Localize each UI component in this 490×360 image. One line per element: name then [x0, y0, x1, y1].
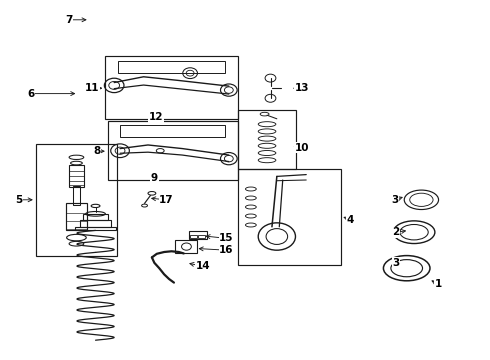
Bar — [80, 220, 111, 227]
Bar — [105, 56, 238, 119]
Text: 3: 3 — [392, 258, 399, 268]
Bar — [75, 227, 116, 230]
Text: 16: 16 — [219, 245, 234, 255]
Bar — [69, 165, 84, 187]
Bar — [190, 235, 197, 238]
Text: 6: 6 — [27, 89, 34, 99]
Text: 13: 13 — [295, 83, 310, 93]
Bar — [66, 203, 87, 230]
Bar — [198, 235, 205, 238]
Bar — [73, 186, 80, 205]
Text: 11: 11 — [85, 83, 99, 93]
Text: 17: 17 — [159, 195, 174, 205]
Text: 7: 7 — [65, 15, 73, 25]
Text: 12: 12 — [148, 112, 163, 122]
Text: 15: 15 — [219, 233, 234, 243]
Text: 4: 4 — [346, 215, 354, 225]
Text: 9: 9 — [151, 173, 158, 183]
Text: 1: 1 — [435, 279, 442, 289]
Text: 5: 5 — [15, 195, 22, 205]
Text: 10: 10 — [295, 143, 310, 153]
Bar — [238, 110, 296, 169]
Text: 14: 14 — [196, 261, 211, 271]
Bar — [189, 231, 207, 239]
Bar — [120, 125, 225, 137]
Text: 2: 2 — [392, 227, 399, 237]
Text: 8: 8 — [93, 146, 100, 156]
Bar — [83, 214, 108, 220]
Bar — [238, 169, 341, 265]
Bar — [108, 121, 238, 180]
Bar — [36, 144, 117, 256]
Text: 3: 3 — [391, 195, 398, 205]
Bar — [118, 61, 225, 73]
Bar — [175, 240, 197, 253]
